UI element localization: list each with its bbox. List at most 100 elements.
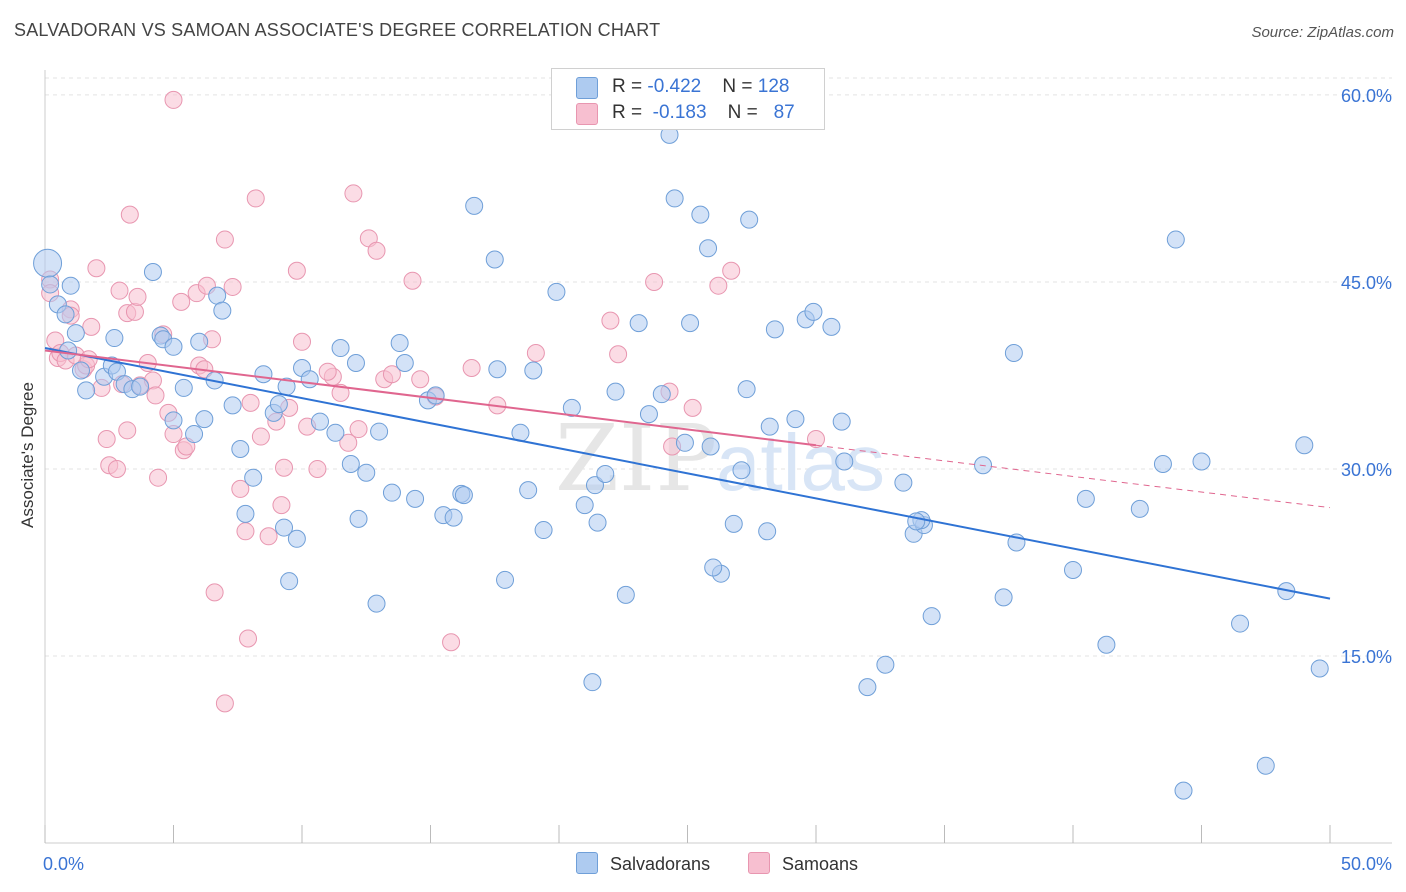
x-tick-label: 0.0% (43, 854, 84, 874)
salvadoran-point (596, 464, 615, 483)
salvadoran-point (760, 417, 779, 436)
samoan-point (344, 184, 363, 203)
salvadoran-point (786, 410, 805, 429)
salvadoran-point (488, 360, 507, 379)
samoan-point (223, 277, 242, 296)
chart-source: Source: ZipAtlas.com (1251, 24, 1394, 41)
salvadoran-point (922, 607, 941, 626)
samoan-point (683, 398, 702, 417)
samoan-point (331, 383, 350, 402)
salvadoran-point (1256, 756, 1275, 775)
salvadoran-point (765, 320, 784, 339)
legend-n-label: N = (722, 76, 758, 97)
samoan-point (172, 292, 191, 311)
salvadoran-trend-line (44, 347, 1331, 600)
samoan-point (231, 479, 250, 498)
salvadoran-point (588, 513, 607, 532)
trend-lines (44, 347, 1331, 600)
samoan-point (287, 261, 306, 280)
salvadoran-point (701, 437, 720, 456)
salvadoran-point (164, 411, 183, 430)
samoan-point (609, 345, 628, 364)
salvadoran-point (652, 385, 671, 404)
salvadoran-point (1166, 230, 1185, 249)
chart-title: SALVADORAN VS SAMOAN ASSOCIATE'S DEGREE … (14, 20, 661, 40)
salvadoran-point (665, 189, 684, 208)
salvadoran-point (244, 468, 263, 487)
salvadoran-point (699, 239, 718, 258)
salvadoran-point (195, 410, 214, 429)
legend-r-label: R = (612, 102, 648, 123)
salvadoran-point (349, 509, 368, 528)
samoan-point (215, 694, 234, 713)
salvadoran-point (174, 378, 193, 397)
samoan-point (82, 317, 101, 336)
salvadoran-point (758, 522, 777, 541)
salvadoran-point (583, 673, 602, 692)
y-tick-label: 15.0% (1341, 647, 1392, 667)
salvadoran-point (876, 655, 895, 674)
watermark: ZIP atlas (555, 405, 885, 512)
axes (44, 70, 1392, 844)
samoan-point (239, 629, 258, 648)
samoan-point (246, 189, 265, 208)
bottom-legend-label: Salvadorans (610, 854, 711, 874)
samoan-point (215, 230, 234, 249)
salvadoran-point (534, 521, 553, 540)
salvadoran-point (1004, 344, 1023, 363)
samoan-point (107, 459, 126, 478)
salvadoran-point (835, 452, 854, 471)
salvadoran-point (341, 454, 360, 473)
salvadoran-point (1064, 560, 1082, 579)
legend-n-label: N = (727, 102, 764, 123)
salvadoran-point (236, 504, 255, 523)
salvadoran-point (894, 473, 913, 492)
bottom-legend-salvadorans: Salvadorans (576, 852, 710, 875)
salvadoran-point (66, 324, 85, 343)
salvadoran-point (1295, 436, 1314, 455)
salvadoran-point (367, 594, 386, 613)
salvadoran-point (832, 412, 851, 431)
salvadoran-point (390, 334, 409, 353)
salvadoran-point (310, 412, 329, 431)
salvadoran-point (223, 396, 242, 415)
salvadoran-point (426, 386, 445, 405)
samoan-trend-line (44, 349, 817, 447)
legend-n-value: 128 (757, 76, 790, 97)
samoan-point (601, 311, 620, 330)
salvadoran-point (326, 423, 345, 442)
samoan-point (87, 259, 106, 278)
salvadoran-point (71, 361, 90, 380)
samoan-point (411, 370, 430, 389)
salvadoran-points (33, 125, 1329, 800)
samoan-point (97, 430, 116, 449)
samoan-point (339, 433, 358, 452)
samoan-point (382, 365, 401, 384)
bottom-legend-samoans: Samoans (748, 852, 858, 875)
watermark-zip: ZIP (555, 405, 717, 512)
legend-swatch-blue (576, 77, 598, 99)
legend-r-label: R = (612, 76, 648, 97)
samoan-point (275, 458, 294, 477)
samoan-point (709, 276, 728, 295)
salvadoran-point (465, 196, 484, 215)
salvadoran-point (1174, 781, 1193, 800)
salvadoran-point (737, 380, 756, 399)
samoan-point (293, 332, 311, 351)
salvadoran-point (804, 302, 823, 321)
salvadoran-point (675, 433, 694, 452)
salvadoran-point (1310, 659, 1329, 678)
bottom-legend-swatch-pink (748, 852, 770, 874)
salvadoran-point (562, 398, 581, 417)
legend-swatch-pink (576, 103, 598, 125)
samoan-point (149, 468, 168, 487)
salvadoran-point (496, 570, 515, 589)
samoan-point (251, 427, 270, 446)
salvadoran-point (331, 339, 350, 358)
samoan-point (118, 421, 137, 440)
salvadoran-point (287, 529, 306, 548)
salvadoran-point (1097, 635, 1116, 654)
salvadoran-point (629, 314, 648, 333)
salvadoran-point (231, 440, 250, 459)
